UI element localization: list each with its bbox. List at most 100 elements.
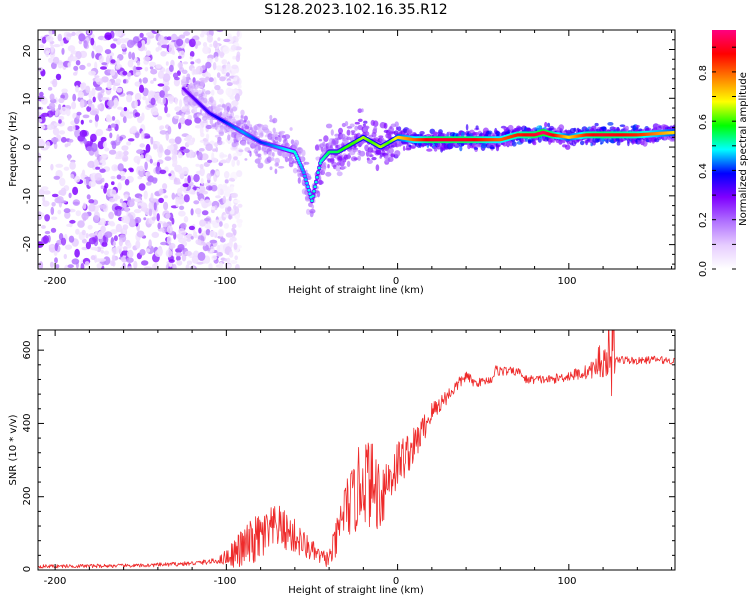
noise-blob: [180, 230, 187, 236]
noise-blob: [107, 100, 115, 107]
noise-blob: [224, 258, 228, 262]
signal-halo: [190, 85, 197, 89]
noise-blob: [130, 198, 135, 202]
noise-blob: [71, 101, 77, 110]
signal-halo: [273, 149, 279, 152]
noise-blob: [150, 192, 154, 202]
noise-blob: [84, 261, 90, 266]
signal-halo: [217, 139, 223, 146]
noise-blob: [81, 169, 86, 177]
noise-blob: [168, 259, 175, 263]
noise-blob: [178, 169, 183, 175]
noise-blob: [205, 143, 213, 151]
noise-blob: [150, 97, 156, 106]
signal-halo: [198, 89, 202, 95]
y-tick-label: -20: [22, 236, 33, 252]
noise-blob: [150, 136, 154, 145]
colorbar-tick-label: 0.0: [698, 261, 709, 277]
noise-blob: [209, 239, 218, 244]
noise-blob: [235, 54, 241, 62]
noise-blob: [210, 157, 218, 163]
noise-blob: [48, 57, 54, 63]
noise-blob: [205, 229, 211, 236]
noise-blob: [207, 221, 211, 230]
noise-blob: [175, 115, 180, 120]
signal-halo: [406, 128, 413, 135]
noise-blob: [206, 173, 212, 181]
noise-blob: [149, 91, 156, 96]
noise-blob: [196, 261, 204, 265]
noise-blob: [166, 235, 172, 245]
signal-halo: [200, 99, 204, 102]
signal-halo: [465, 124, 469, 131]
noise-blob: [90, 255, 96, 261]
x-tick-label: -200: [44, 276, 67, 287]
noise-blob: [231, 192, 239, 199]
noise-blob: [96, 246, 102, 253]
noise-blob: [100, 249, 105, 254]
signal-halo: [565, 144, 571, 150]
noise-blob: [179, 99, 183, 108]
noise-blob: [53, 44, 61, 48]
noise-blob: [233, 199, 241, 204]
noise-blob: [155, 47, 160, 52]
noise-blob: [201, 210, 209, 216]
noise-blob: [225, 72, 230, 77]
noise-blob: [75, 210, 82, 217]
noise-blob: [142, 96, 147, 101]
signal-halo: [383, 122, 388, 129]
noise-blob: [88, 180, 96, 188]
y-tick-label: 10: [22, 93, 33, 106]
noise-blob: [177, 61, 183, 69]
noise-blob: [79, 99, 85, 109]
noise-blob: [166, 113, 171, 118]
noise-blob: [50, 206, 55, 215]
noise-blob: [165, 61, 169, 66]
noise-blob: [43, 47, 51, 55]
signal-halo: [460, 131, 465, 137]
noise-blob: [51, 62, 57, 70]
noise-blob: [123, 79, 127, 84]
signal-halo: [318, 139, 323, 142]
noise-blob: [88, 70, 96, 76]
noise-blob: [177, 55, 182, 60]
signal-halo: [182, 77, 187, 82]
noise-blob: [121, 154, 129, 162]
ridge-core: [314, 180, 318, 184]
signal-halo: [547, 122, 551, 128]
noise-blob: [197, 185, 206, 193]
noise-blob: [193, 200, 200, 205]
noise-blob: [94, 114, 99, 122]
noise-blob: [191, 255, 199, 264]
noise-blob: [88, 233, 96, 238]
noise-blob: [172, 264, 177, 269]
noise-blob: [74, 248, 80, 258]
colorbar: 0.0 0.2 0.4 0.6 0.8 Normalized spectral …: [698, 30, 749, 277]
noise-blob: [198, 148, 205, 152]
ridge-core: [310, 199, 314, 202]
noise-blob: [151, 263, 157, 269]
noise-blob: [60, 39, 64, 47]
noise-blob: [143, 217, 147, 221]
signal-halo: [187, 114, 193, 120]
y-tick-label: 0: [22, 144, 33, 150]
noise-blob: [226, 139, 234, 143]
noise-blob: [149, 66, 154, 70]
noise-blob: [139, 143, 145, 148]
noise-blob: [117, 106, 123, 110]
ridge-core: [316, 171, 320, 174]
noise-blob: [235, 264, 240, 269]
signal-halo: [346, 129, 351, 136]
noise-blob: [83, 138, 87, 145]
noise-blob: [145, 171, 151, 177]
noise-blob: [127, 138, 135, 142]
spectrogram-panel: -200 -100 0 100 20 10 0 -10 -20 Height o…: [8, 29, 676, 296]
noise-blob: [152, 112, 159, 116]
noise-blob: [112, 85, 116, 91]
spectrogram-y-tick-labels: 20 10 0 -10 -20: [22, 45, 33, 253]
noise-blob: [196, 187, 200, 192]
noise-blob: [155, 64, 162, 69]
noise-blob: [194, 43, 198, 49]
noise-blob: [77, 220, 85, 228]
noise-blob: [150, 80, 154, 84]
